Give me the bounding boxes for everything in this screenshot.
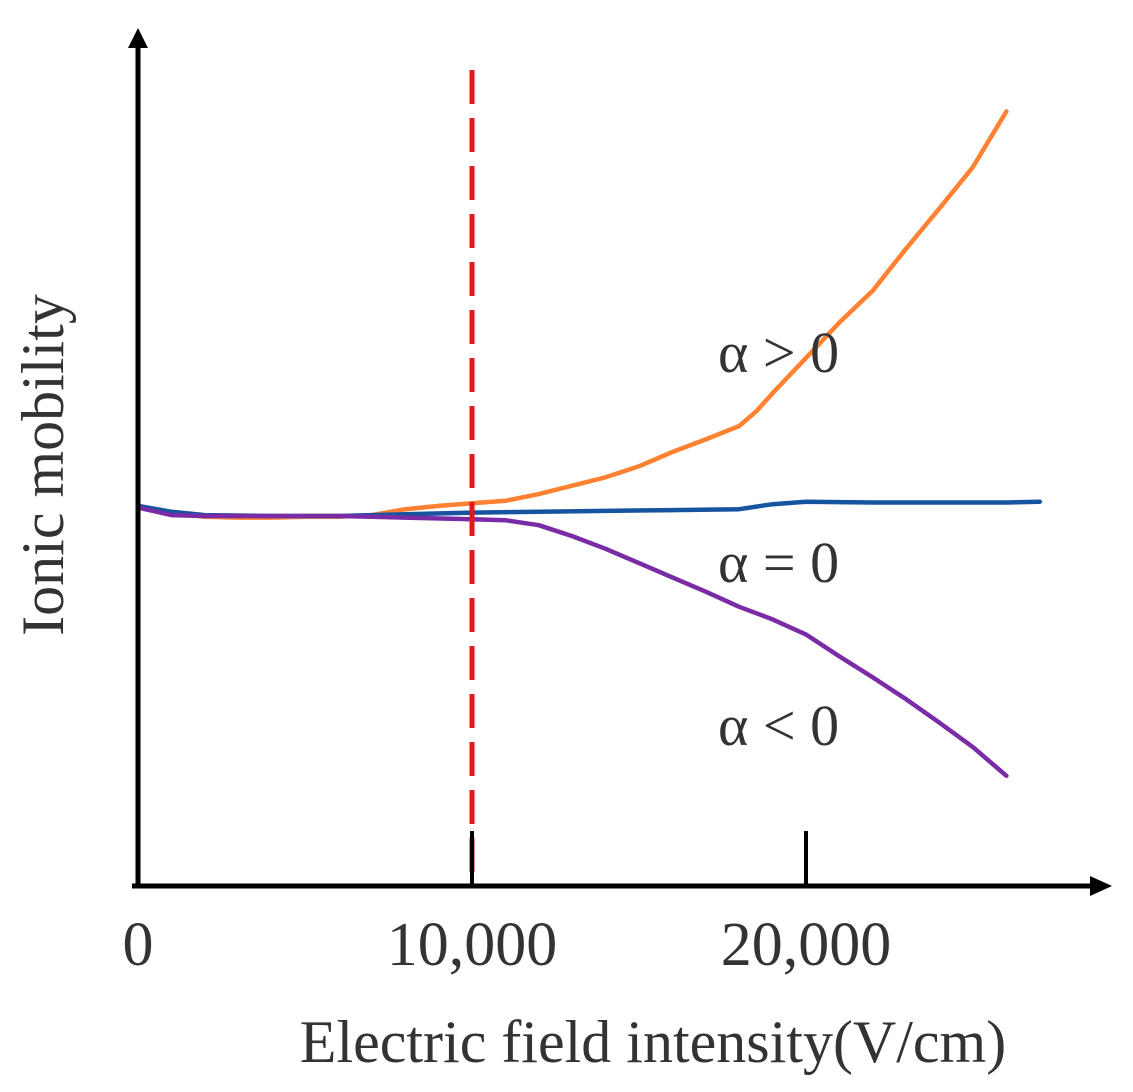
x-tick-label-0: 0 [123,911,154,979]
x-tick-label-20000: 20,000 [721,911,892,979]
axes [128,28,1112,896]
y-axis-arrow-icon [128,28,148,48]
series-label-alpha-negative: α < 0 [718,693,839,758]
x-axis-title: Electric field intensity(V/cm) [300,1009,1006,1075]
series-label-alpha-positive: α > 0 [718,320,839,385]
series-labels: α > 0 α = 0 α < 0 [718,320,839,758]
series-line-alpha-positive [135,109,1009,520]
series-line-alpha-negative [135,505,1009,779]
series-layer [135,109,1043,779]
series-label-alpha-zero: α = 0 [718,530,839,595]
y-axis-title: Ionic mobility [10,294,76,636]
x-axis-arrow-icon [1090,876,1112,896]
x-ticks: 0 10,000 20,000 [123,831,892,979]
x-tick-label-10000: 10,000 [387,911,558,979]
